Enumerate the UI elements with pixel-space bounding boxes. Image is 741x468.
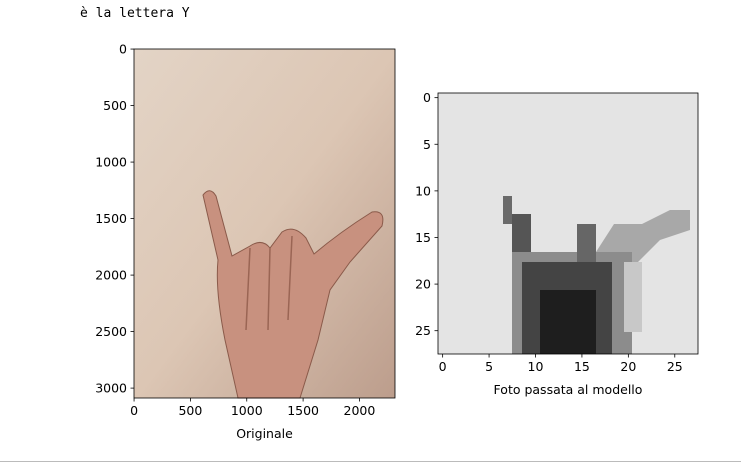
axes: 0 500 1000 1500 2000050010001500200025003000…: [95, 42, 699, 441]
x-tick-label: 15: [574, 359, 590, 374]
y-tick-label: 20: [415, 277, 431, 292]
axes-frame: [133, 48, 396, 399]
x-tick-label: 5: [485, 359, 493, 374]
x-tick-label: 500: [178, 403, 202, 418]
x-tick-label: 1500: [287, 403, 319, 418]
y-tick-label: 25: [415, 323, 431, 338]
x-axis-label: Originale: [236, 426, 293, 441]
y-tick-label: 2000: [95, 268, 127, 283]
x-tick-label: 2000: [344, 403, 376, 418]
axes-frame: [437, 92, 699, 355]
x-tick-label: 20: [620, 359, 636, 374]
x-tick-label: 10: [528, 359, 544, 374]
output-text: è la lettera Y: [80, 6, 190, 21]
y-tick-label: 10: [415, 183, 431, 198]
y-tick-label: 500: [103, 98, 127, 113]
y-tick-label: 5: [423, 137, 431, 152]
y-tick-label: 15: [415, 230, 431, 245]
y-tick-label: 1500: [95, 211, 127, 226]
y-tick-label: 2500: [95, 324, 127, 339]
x-tick-label: 0: [130, 403, 138, 418]
x-axis-label: Foto passata al modello: [494, 382, 643, 397]
model-image: [438, 93, 698, 354]
y-tick-label: 0: [423, 90, 431, 105]
y-tick-label: 3000: [95, 381, 127, 396]
y-tick-label: 0: [119, 42, 127, 57]
x-tick-label: 1000: [231, 403, 263, 418]
x-tick-label: 25: [667, 359, 683, 374]
x-tick-label: 0: [439, 359, 447, 374]
y-tick-label: 1000: [95, 155, 127, 170]
original-image: [134, 49, 395, 399]
